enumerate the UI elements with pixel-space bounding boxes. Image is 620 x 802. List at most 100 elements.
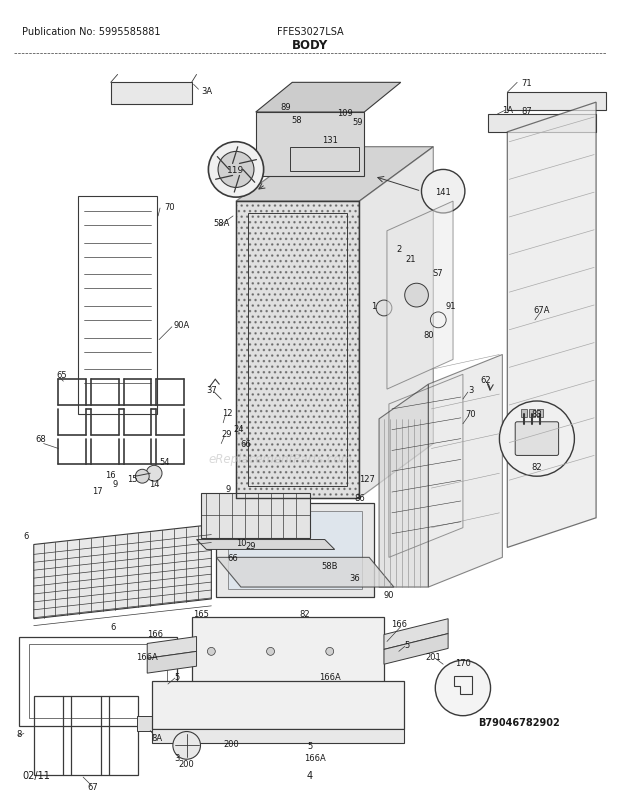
Text: 16: 16 <box>105 470 116 479</box>
Circle shape <box>135 470 149 484</box>
Text: 166A: 166A <box>304 753 326 762</box>
Text: 10: 10 <box>236 538 246 547</box>
Text: 1A: 1A <box>502 105 513 115</box>
Text: 15: 15 <box>127 474 138 483</box>
Bar <box>255 113 365 177</box>
Text: 02/11: 02/11 <box>22 770 50 780</box>
Text: 166A: 166A <box>136 652 158 661</box>
Text: 67: 67 <box>87 783 99 792</box>
Bar <box>529 409 535 417</box>
Bar <box>29 645 167 718</box>
Text: 14: 14 <box>149 479 159 488</box>
Circle shape <box>422 170 465 213</box>
Bar <box>290 148 360 172</box>
Bar <box>138 716 177 731</box>
Text: 6: 6 <box>110 622 115 631</box>
Text: 80: 80 <box>423 330 434 340</box>
Circle shape <box>173 731 200 759</box>
Circle shape <box>326 647 334 655</box>
Circle shape <box>218 152 254 188</box>
Polygon shape <box>384 634 448 664</box>
Text: 119: 119 <box>228 166 245 175</box>
Text: B79046782902: B79046782902 <box>478 717 559 727</box>
Text: 201: 201 <box>425 652 441 661</box>
Text: 71: 71 <box>522 79 533 87</box>
Text: BODY: BODY <box>292 39 328 52</box>
Text: 166A: 166A <box>319 672 340 681</box>
Polygon shape <box>428 355 502 587</box>
Polygon shape <box>216 557 394 587</box>
Polygon shape <box>387 202 453 390</box>
Text: 29: 29 <box>221 430 231 439</box>
Polygon shape <box>360 148 433 498</box>
Text: 21: 21 <box>405 255 416 264</box>
Text: 141: 141 <box>435 188 451 196</box>
Text: 90: 90 <box>384 591 394 600</box>
Text: eReplacementParts.com: eReplacementParts.com <box>208 452 353 465</box>
Bar <box>202 493 310 538</box>
Polygon shape <box>147 651 197 674</box>
Bar <box>248 213 347 487</box>
Text: 9: 9 <box>226 484 231 493</box>
Polygon shape <box>384 619 448 650</box>
Bar <box>537 409 543 417</box>
Text: 70: 70 <box>164 202 175 211</box>
Bar <box>78 197 157 415</box>
Text: 86: 86 <box>354 494 365 503</box>
Text: 58A: 58A <box>213 219 229 228</box>
Circle shape <box>405 284 428 308</box>
Bar <box>228 511 362 589</box>
Polygon shape <box>197 540 335 549</box>
Polygon shape <box>379 385 428 587</box>
Text: 3A: 3A <box>202 87 213 95</box>
Text: FFES3027LSA: FFES3027LSA <box>277 26 343 37</box>
Text: 37: 37 <box>206 385 217 394</box>
Bar <box>216 504 374 597</box>
Text: 68: 68 <box>35 435 46 444</box>
Text: 165: 165 <box>193 610 210 618</box>
Text: 5: 5 <box>308 741 312 750</box>
Circle shape <box>208 143 264 198</box>
Text: 54: 54 <box>160 457 171 466</box>
Circle shape <box>146 466 162 481</box>
Bar <box>507 93 606 111</box>
Text: 109: 109 <box>337 108 352 117</box>
Text: 17: 17 <box>92 486 103 495</box>
Text: 58B: 58B <box>322 561 338 570</box>
Bar <box>111 83 192 105</box>
Text: 70: 70 <box>466 410 476 419</box>
Bar <box>152 681 404 729</box>
Text: 3: 3 <box>468 385 474 394</box>
Text: 170: 170 <box>455 658 471 667</box>
Text: 58: 58 <box>292 116 303 125</box>
Text: 8: 8 <box>16 729 21 738</box>
Bar <box>487 115 596 132</box>
Polygon shape <box>147 637 197 658</box>
Text: 36: 36 <box>349 573 360 582</box>
Bar <box>521 409 527 417</box>
Text: 1: 1 <box>371 301 377 310</box>
Circle shape <box>267 647 275 655</box>
Text: 66: 66 <box>228 553 239 562</box>
Text: 5: 5 <box>404 640 409 649</box>
Text: 82: 82 <box>531 462 542 472</box>
Text: 5: 5 <box>174 672 179 681</box>
Text: 66: 66 <box>241 439 251 448</box>
Text: 4: 4 <box>307 770 313 780</box>
Circle shape <box>500 402 574 476</box>
Bar <box>152 729 404 743</box>
Polygon shape <box>255 83 401 113</box>
Circle shape <box>376 301 392 317</box>
Text: 24: 24 <box>234 425 244 434</box>
Text: 59: 59 <box>352 118 363 128</box>
Text: 12: 12 <box>222 409 232 418</box>
Text: 200: 200 <box>223 739 239 748</box>
Text: 3: 3 <box>174 753 180 762</box>
Text: 87: 87 <box>521 107 533 115</box>
Bar <box>108 696 138 775</box>
Text: 82: 82 <box>299 610 311 618</box>
Text: Publication No: 5995585881: Publication No: 5995585881 <box>22 26 161 37</box>
Polygon shape <box>236 148 433 202</box>
Text: 127: 127 <box>359 474 375 483</box>
Bar <box>236 202 360 498</box>
